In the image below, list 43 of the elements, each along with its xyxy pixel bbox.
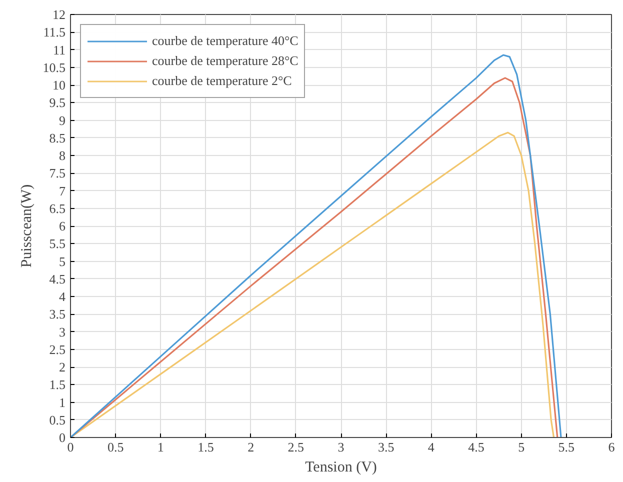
x-tick-label: 5 — [518, 440, 525, 454]
y-tick-label: 6 — [59, 218, 66, 234]
y-tick-label: 6.5 — [49, 200, 66, 216]
y-tick-label: 2 — [59, 360, 66, 374]
y-tick-label: 3.5 — [49, 306, 66, 322]
y-tick-label: 5.5 — [49, 236, 66, 252]
x-tick-label: 5.5 — [558, 440, 575, 454]
x-tick-label: 0.5 — [107, 440, 124, 454]
x-tick-label: 3 — [338, 440, 344, 454]
x-tick-label: 2.5 — [288, 440, 304, 454]
legend-label: courbe de temperature 28°C — [152, 53, 298, 69]
x-tick-label: 1.5 — [198, 440, 214, 454]
y-tick-label: 10.5 — [42, 60, 66, 75]
x-tick-label: 1 — [157, 440, 164, 454]
y-axis-title: Puisscean(W) — [18, 184, 35, 268]
x-tick-label: 4.5 — [468, 440, 484, 454]
y-tick-label: 11 — [52, 42, 66, 58]
y-tick-label: 7.5 — [49, 166, 66, 181]
y-tick-label: 7 — [59, 183, 66, 198]
y-tick-label: 10 — [52, 78, 66, 92]
y-tick-label: 4.5 — [49, 271, 66, 286]
x-tick-label: 2 — [248, 440, 254, 454]
y-tick-label: 9 — [59, 112, 66, 128]
y-tick-label: 4 — [59, 289, 66, 304]
line-series — [70, 132, 555, 438]
y-tick-label: 2.5 — [49, 342, 66, 357]
y-tick-label: 9.5 — [49, 95, 66, 110]
y-tick-label: 8 — [59, 148, 66, 163]
x-tick-label: 4 — [428, 440, 435, 454]
y-tick-label: 1.5 — [49, 377, 66, 392]
x-tick-label: 6 — [608, 440, 616, 454]
y-tick-label: 8.5 — [49, 130, 66, 146]
y-tick-label: 12 — [52, 7, 66, 22]
x-tick-label: 3.5 — [378, 440, 394, 454]
y-tick-label: 11.5 — [43, 24, 66, 40]
y-tick-label: 5 — [59, 254, 66, 269]
y-tick-label: 1 — [59, 394, 66, 410]
y-tick-label: 3 — [59, 324, 66, 340]
legend-label: courbe de temperature 2°C — [152, 73, 292, 89]
legend-label: courbe de temperature 40°C — [152, 33, 298, 49]
x-axis-title: Tension (V) — [305, 460, 377, 476]
y-tick-label: 0.5 — [49, 412, 66, 428]
y-tick-label: 0 — [59, 430, 66, 445]
